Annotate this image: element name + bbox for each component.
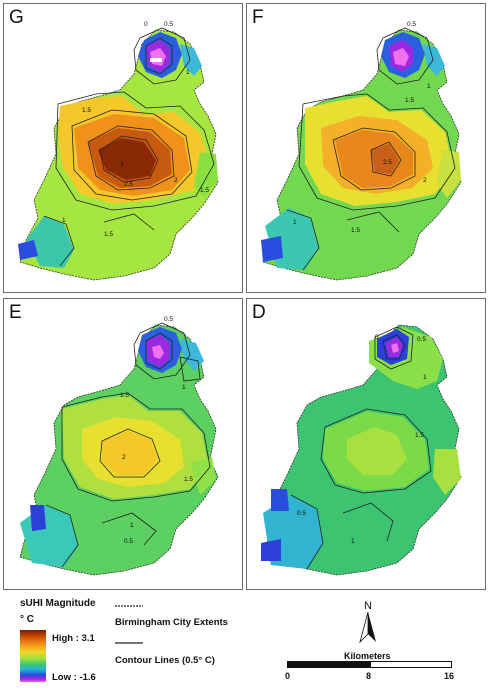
contour-label: 2 [122,454,126,461]
scale-tick-label: 0 [285,671,291,681]
panel-label-g: G [9,7,24,28]
map-panel-f: F 0.5 1 1.5 2 2. [246,3,486,293]
contour-lines [290,326,432,570]
legend-title: sUHI Magnitude [20,598,96,609]
legend-unit: ° C [20,614,34,625]
contour-lines [45,322,211,568]
city-extent-fill [261,324,462,576]
contour-label: 2 [423,177,427,184]
legend-extent-label: Birmingham City Extents [115,617,228,628]
contour-label: 1 [351,538,355,545]
north-arrow-icon [359,612,376,644]
city-extent-fill [19,324,219,576]
contour-label: 0 [144,21,148,28]
contour-label: 0.5 [417,336,426,343]
contour-label: 1.5 [200,187,209,194]
panel-label-d: D [252,302,266,323]
map-e: 0.5 1 1.5 2 1.5 1 0.5 [19,316,219,576]
contour-label: 0.5 [164,316,173,323]
contour-label: 1.5 [82,107,91,114]
map-d: 0 0.5 1 1.5 0.5 1 [261,324,462,576]
map-g: 0 0.5 1 1.5 2 2.5 3 1.5 1.5 1 [18,21,219,281]
contour-label: 2 [174,177,178,184]
contour-label: 1.5 [184,476,193,483]
contour-label: 0 [375,334,379,341]
contour-label: 1 [62,217,66,224]
city-extent-symbol [115,605,143,607]
contour-label: 1 [130,522,134,529]
contour-label: 2.5 [124,181,133,188]
legend-low-label: Low : -1.6 [52,672,96,683]
legend-contour-label: Contour Lines (0.5° C) [115,655,215,666]
contour-label: 0.5 [407,21,416,28]
panel-label-e: E [9,302,22,323]
map-panel-g: G 0 0.5 [3,3,243,293]
contour-label: 1 [293,219,297,226]
legend-high-label: High : 3.1 [52,633,95,644]
contour-label: 1 [423,374,427,381]
contour-label: 1 [186,69,190,76]
contour-label: 0.5 [164,21,173,28]
map-panel-d: D 0 0.5 1 1.5 0.5 1 [246,298,486,590]
scale-bar-segment-dark [287,661,371,668]
contour-label: 1.5 [405,97,414,104]
scale-title: Kilometers [344,651,391,661]
contour-label: 1.5 [351,227,360,234]
scale-tick-label: 16 [444,671,455,681]
contour-label: 1 [182,384,186,391]
scale-bar-segment-light [370,661,452,668]
city-extent-fill [261,29,462,281]
contour-label: 3 [120,161,124,168]
north-label: N [364,600,372,612]
city-extent-fill [18,29,219,281]
scale-tick-label: 8 [366,671,372,681]
panel-label-f: F [252,7,264,28]
map-f: 0.5 1 1.5 2 2.5 1.5 1 [261,21,462,281]
map-panel-e: E 0.5 1 1.5 2 1. [3,298,243,590]
contour-label: 1.5 [120,392,129,399]
contour-lines [286,27,456,271]
contour-line-symbol [115,642,143,644]
contour-label: 0.5 [124,538,133,545]
contour-label: 0.5 [297,510,306,517]
contour-label: 1.5 [415,432,424,439]
contour-lines [43,27,215,267]
contour-label: 1.5 [104,231,113,238]
contour-label: 1 [427,83,431,90]
contour-label: 2.5 [383,159,392,166]
color-ramp [20,630,46,682]
